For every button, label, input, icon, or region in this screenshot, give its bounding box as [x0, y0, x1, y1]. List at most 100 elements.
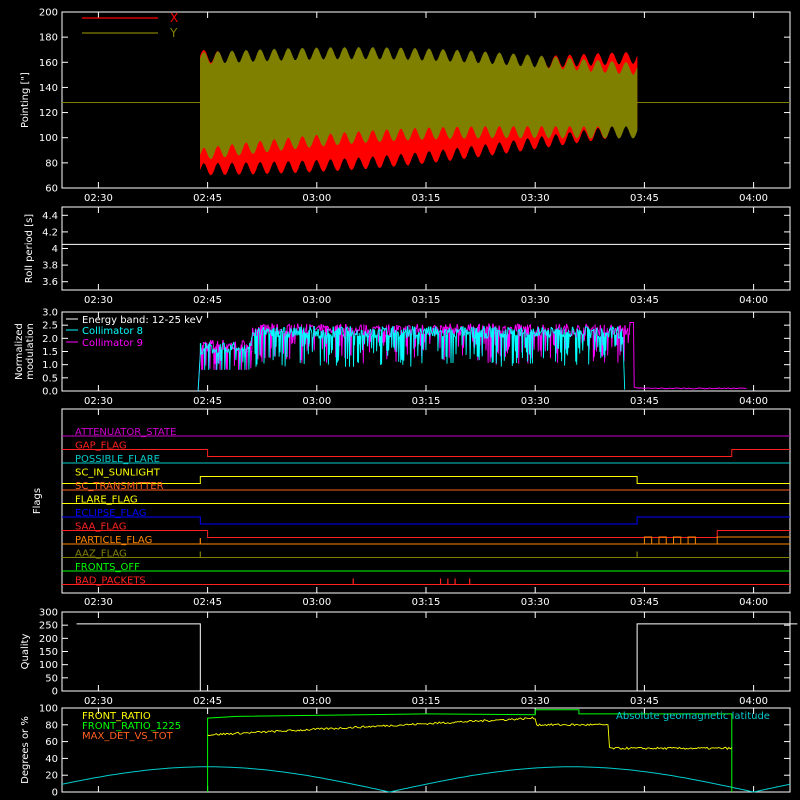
x-tick-label: 03:30 [521, 597, 550, 608]
y-tick-label: 100 [39, 133, 58, 144]
x-tick-label: 03:00 [302, 295, 331, 306]
y-tick-label: 0 [52, 788, 58, 799]
x-tick-label: 04:00 [739, 696, 768, 707]
y-tick-label: 2.0 [42, 334, 58, 345]
legend-label: MAX_DET_VS_TOT [82, 731, 174, 742]
x-tick-label: 02:45 [193, 696, 222, 707]
x-tick-label: 03:00 [302, 597, 331, 608]
x-tick-label: 03:45 [630, 597, 659, 608]
flag-label: SC_IN_SUNLIGHT [75, 468, 161, 479]
legend-label: FRONT_RATIO [82, 711, 151, 722]
y-axis-label: Degrees or % [20, 716, 31, 784]
y-tick-label: 1.0 [42, 360, 58, 371]
x-tick-label: 03:30 [521, 696, 550, 707]
series-y-band [200, 46, 638, 160]
x-tick-label: 02:30 [84, 193, 113, 204]
x-tick-label: 03:45 [630, 193, 659, 204]
x-tick-label: 03:15 [412, 696, 441, 707]
x-tick-label: 02:45 [193, 597, 222, 608]
x-tick-label: 04:00 [739, 193, 768, 204]
flag-label: GAP_FLAG [75, 441, 127, 452]
flag-line [62, 516, 790, 525]
x-tick-label: 03:00 [302, 396, 331, 407]
y-axis-label: Flags [32, 488, 43, 514]
y-tick-label: 160 [39, 58, 58, 69]
x-tick-label: 03:45 [630, 696, 659, 707]
panel-4: 02:30 02:45 03:00 03:15 03:30 03:45 04:00 Flags… [32, 408, 791, 608]
front-ratio-1225-series [207, 709, 733, 792]
y-tick-label: 3.8 [42, 261, 58, 272]
flag-label: SC_TRANSMITTER [75, 481, 164, 492]
flag-label: PARTICLE_FLAG [75, 535, 152, 546]
y-tick-label: 60 [45, 737, 58, 748]
legend-label-collimator: Collimator 9 [82, 338, 143, 349]
x-tick-label: 02:45 [193, 396, 222, 407]
y-tick-label: 80 [45, 158, 58, 169]
x-tick-label: 03:45 [630, 295, 659, 306]
y-tick-label: 250 [39, 621, 58, 632]
flag-line [62, 530, 790, 538]
x-tick-label: 03:30 [521, 396, 550, 407]
y-tick-label: 3.0 [42, 308, 58, 319]
y-tick-label: 180 [39, 33, 58, 44]
y-tick-label: 150 [39, 647, 58, 658]
front-ratio-series [207, 716, 733, 751]
x-tick-label: 03:00 [302, 193, 331, 204]
y-axis-label: Roll period [s] [24, 214, 35, 283]
x-tick-label: 02:45 [193, 295, 222, 306]
y-axis-label-line: modulation [25, 323, 36, 380]
x-tick-label: 04:00 [739, 396, 768, 407]
flag-label: SAA_FLAG [75, 522, 126, 533]
flag-label: FRONTS_OFF [75, 562, 140, 573]
x-tick-label: 02:30 [84, 696, 113, 707]
y-axis-label-line: Normalized [14, 323, 25, 380]
y-tick-label: 40 [45, 754, 58, 765]
flag-line [62, 449, 790, 457]
y-tick-label: 100 [39, 704, 58, 715]
x-tick-label: 02:30 [84, 396, 113, 407]
x-tick-label: 04:00 [739, 295, 768, 306]
legend-label-geomagnetic-latitude: Absolute geomagnetic latitude [616, 711, 770, 722]
panel-2: 02:30 02:45 03:00 03:15 03:30 03:45 04:00 3.6 3.… [24, 206, 791, 306]
x-tick-label: 04:00 [739, 597, 768, 608]
flag-label: ATTENUATOR_STATE [75, 427, 176, 438]
particle-flag-pulses [637, 536, 790, 545]
x-tick-label: 03:45 [630, 396, 659, 407]
y-tick-label: 3.6 [42, 277, 58, 288]
y-tick-label: 140 [39, 83, 58, 94]
panel-1: 02:30 02:45 03:00 03:15 03:30 03:45 04:00 60 80 1… [20, 8, 791, 204]
y-tick-label: 120 [39, 108, 58, 119]
panel-6: 0 20 40 60 80 100 Degrees or % FRONT_RATIOFRONT… [20, 704, 791, 799]
y-tick-label: 300 [39, 608, 58, 619]
y-axis-label: Normalizedmodulation [14, 323, 36, 380]
y-tick-label: 2.5 [42, 321, 58, 332]
y-tick-label: 50 [45, 673, 58, 684]
flag-label: ECLIPSE_FLAG [75, 508, 146, 519]
x-tick-label: 02:30 [84, 597, 113, 608]
x-tick-label: 03:15 [412, 193, 441, 204]
y-tick-label: 4.2 [42, 227, 58, 238]
y-tick-label: 1.5 [42, 347, 58, 358]
flag-label: BAD_PACKETS [75, 576, 146, 587]
geomagnetic-latitude-series [61, 766, 791, 793]
x-tick-label: 03:15 [412, 295, 441, 306]
y-tick-label: 0.0 [42, 387, 58, 398]
y-tick-label: 0 [52, 687, 58, 698]
y-tick-label: 20 [45, 771, 58, 782]
x-tick-label: 02:45 [193, 193, 222, 204]
flag-label: AAZ_FLAG [75, 549, 127, 560]
x-tick-label: 03:30 [521, 193, 550, 204]
y-tick-label: 4 [52, 244, 58, 255]
y-tick-label: 60 [45, 184, 58, 195]
x-tick-label: 03:15 [412, 396, 441, 407]
y-tick-label: 80 [45, 720, 58, 731]
y-tick-label: 4.4 [42, 211, 58, 222]
flag-label: FLARE_FLAG [75, 495, 138, 506]
x-tick-label: 03:15 [412, 597, 441, 608]
legend-label-x: X [170, 11, 178, 25]
y-tick-label: 200 [39, 634, 58, 645]
panel-5: 02:30 02:45 03:00 03:15 03:30 03:45 04:00 0 50 10… [20, 608, 798, 707]
y-axis-label: Pointing ["] [20, 72, 31, 128]
modulation-series-collimator-8 [197, 325, 626, 392]
